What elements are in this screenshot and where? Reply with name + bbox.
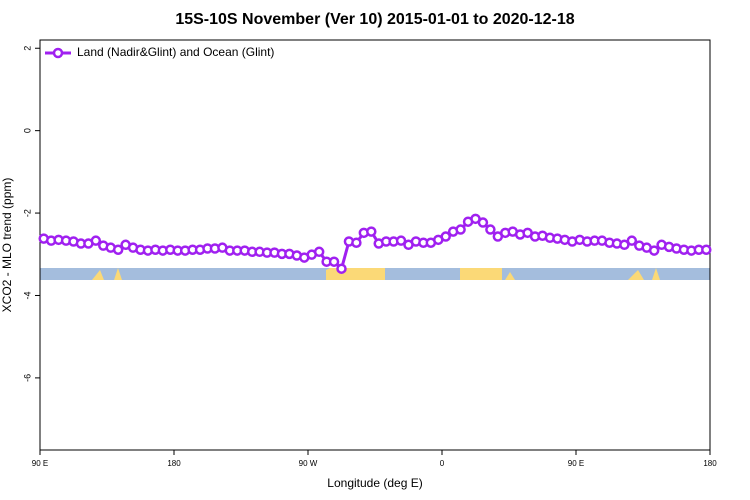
plot-frame — [39, 39, 711, 451]
point — [336, 263, 347, 274]
y-tick-label: -6 — [22, 374, 32, 382]
x-tick-label: 0 — [440, 459, 445, 468]
point — [366, 226, 377, 237]
y-axis-label: XCO2 - MLO trend (ppm) — [0, 178, 14, 313]
y-tick-label: -4 — [22, 291, 32, 299]
point — [328, 256, 340, 267]
point — [395, 235, 407, 246]
land-strip — [92, 268, 122, 280]
point — [455, 224, 466, 235]
point — [485, 224, 496, 235]
y-tick-label: 0 — [22, 128, 32, 133]
chart-title: 15S-10S November (Ver 10) 2015-01-01 to … — [175, 11, 574, 28]
point — [648, 245, 660, 256]
x-axis-label: Longitude (deg E) — [327, 476, 422, 490]
y-tick-label: 2 — [22, 46, 32, 51]
x-tick-label: 90 E — [32, 459, 48, 468]
point — [626, 235, 638, 246]
point — [313, 246, 325, 258]
point — [112, 244, 124, 255]
point — [440, 231, 451, 242]
point — [701, 244, 712, 255]
y-tick-label: -2 — [22, 209, 32, 217]
legend-label: Land (Nadir&Glint) and Ocean (Glint) — [77, 45, 274, 59]
land-strip — [505, 272, 515, 280]
x-tick-label: 90 W — [299, 459, 318, 468]
x-tick-label: 180 — [703, 459, 717, 468]
point — [619, 239, 630, 251]
x-tick-label: 180 — [167, 459, 181, 468]
land-ocean-strip — [40, 268, 710, 280]
point — [90, 235, 102, 246]
land-strip — [326, 268, 385, 280]
land-strip — [628, 268, 660, 280]
point — [351, 237, 362, 248]
x-tick-label: 90 E — [568, 459, 584, 468]
land-strip — [460, 268, 502, 280]
legend-marker — [52, 47, 64, 59]
point — [477, 217, 489, 228]
